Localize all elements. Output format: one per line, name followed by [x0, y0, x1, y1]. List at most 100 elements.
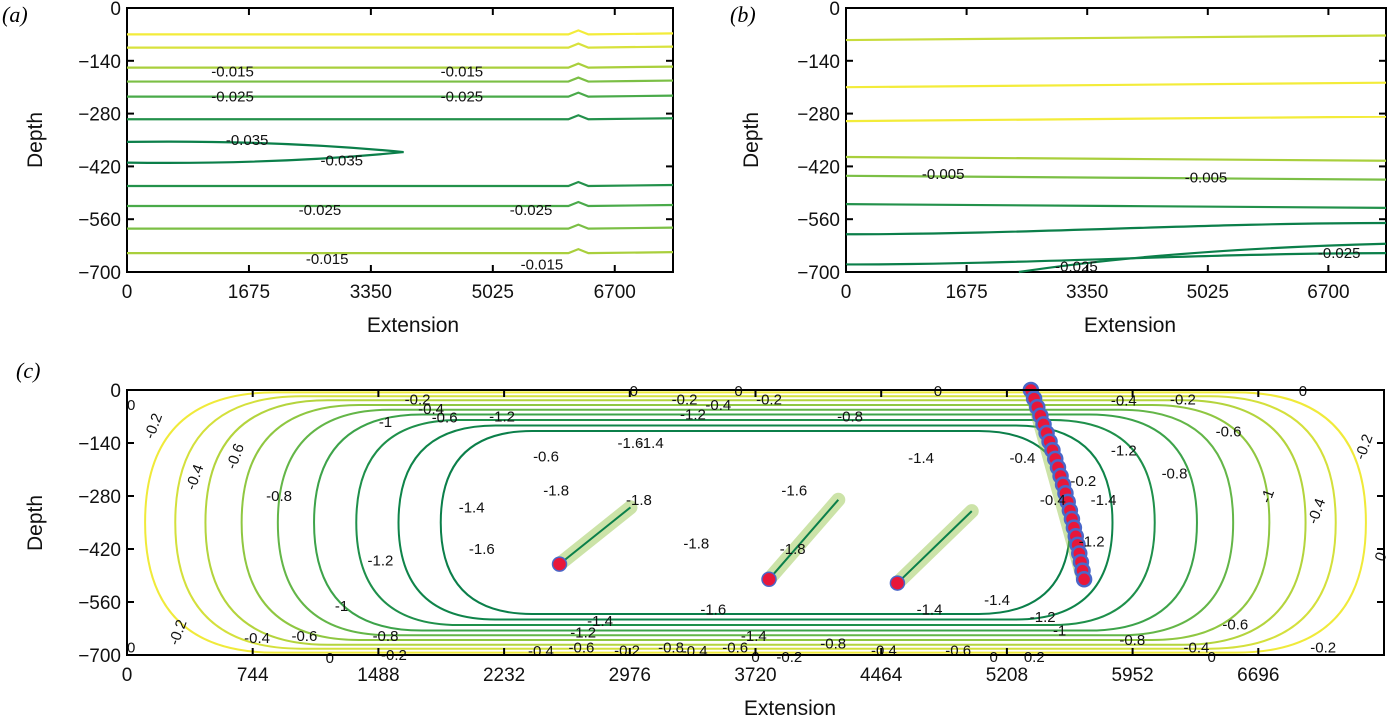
contour-label: -0.2	[756, 391, 782, 408]
x-tick-label: 3350	[1066, 282, 1108, 303]
contour-label: -1.4	[587, 613, 613, 630]
contour-label: 0	[1207, 649, 1215, 666]
y-tick-label: −560	[78, 593, 121, 614]
contour-label: -0.2	[776, 649, 802, 666]
contour-label: -1	[1258, 487, 1279, 505]
panel-c-contours	[144, 391, 1367, 654]
x-tick-label: 6700	[594, 282, 636, 303]
contour-label: -0.8	[658, 639, 684, 656]
contour-label: -1.6	[469, 541, 495, 558]
panel-b-contour-labels: -0.005 -0.005 -0.025 -0.025	[922, 166, 1361, 275]
contour-label: 0	[630, 383, 638, 400]
contour-label: -0.2	[672, 391, 698, 408]
contour-label: -0.2	[405, 391, 431, 408]
y-tick-label: 0	[829, 0, 840, 20]
contour-line	[355, 418, 1156, 627]
panel-a-frame	[126, 7, 674, 273]
panel-a-contours	[126, 29, 674, 255]
y-tick-label: −280	[78, 105, 121, 126]
contour-line	[845, 81, 1387, 89]
x-tick-label: 3720	[734, 665, 776, 686]
contour-label: -1.2	[367, 552, 393, 569]
y-tick-label: −700	[78, 263, 121, 284]
contour-label: -0.6	[569, 639, 595, 656]
contour-line	[127, 247, 674, 255]
contour-label: -1.4	[908, 450, 934, 467]
contour-label: -0.4	[1304, 496, 1329, 526]
panel-c-x-ticks: 0 744 1488 2232 2976 3720 4464 5208 5952 6696	[122, 390, 1279, 686]
contour-line	[276, 408, 1235, 637]
contour-label: -1.4	[638, 435, 664, 452]
contour-label: -0.6	[1216, 424, 1242, 441]
y-tick-label: −280	[78, 487, 121, 508]
well-marker	[1075, 571, 1093, 588]
contour-line	[127, 91, 674, 98]
x-tick-label: 3350	[350, 282, 392, 303]
contour-line	[144, 391, 1367, 654]
y-tick-label: −700	[797, 263, 840, 284]
contour-label: -1.2	[680, 407, 706, 424]
contour-label: -0.025	[211, 89, 254, 106]
contour-label: -0.8	[373, 628, 399, 645]
y-tick-label: −420	[78, 540, 121, 561]
panel-c-y-ticks: 0 −140 −280 −420 −560 −700	[78, 381, 1384, 667]
contour-label: -0.2	[1170, 391, 1196, 408]
contour-label: 0	[1372, 550, 1391, 564]
well-endpoint-marker	[551, 556, 568, 572]
contour-line	[845, 155, 1387, 162]
panel-a-ylabel: Depth	[24, 112, 47, 168]
y-tick-label: −420	[797, 157, 840, 178]
panel-a-y-ticks: 0 −140 −280 −420 −560 −700	[78, 0, 673, 284]
contour-label: 0	[127, 397, 135, 414]
contour-label: -0.4	[1184, 639, 1210, 656]
contour-label: -0.4	[528, 643, 554, 660]
contour-label: -0.8	[820, 636, 846, 653]
contour-line	[127, 42, 674, 49]
contour-label: 0	[934, 383, 942, 400]
x-tick-label: 5208	[986, 665, 1028, 686]
contour-label: -0.8	[1162, 465, 1188, 482]
contour-label: 0.2	[1024, 649, 1045, 666]
contour-label: -0.4	[871, 642, 897, 659]
contour-label: -1	[1053, 622, 1066, 639]
contour-label: -0.015	[441, 63, 484, 80]
contour-label: -0.015	[306, 251, 349, 268]
y-tick-label: −700	[78, 646, 121, 667]
contour-label: -0.6	[945, 642, 971, 659]
y-tick-label: −280	[797, 105, 840, 126]
y-tick-label: −560	[797, 210, 840, 231]
x-tick-label: 5025	[472, 282, 514, 303]
contour-line	[127, 180, 674, 188]
contour-line	[174, 395, 1337, 650]
well-trace	[896, 510, 973, 584]
x-tick-label: 6700	[1307, 282, 1349, 303]
contour-label: 0	[990, 649, 998, 666]
x-tick-label: 6696	[1237, 665, 1279, 686]
x-tick-label: 2976	[609, 665, 651, 686]
contour-label: -1.6	[781, 482, 807, 499]
x-tick-label: 4464	[860, 665, 903, 686]
contour-label: -0.2	[614, 642, 640, 659]
panel-c: (c) 0 0 0 0 -0.2 -0.2 -0.2 -0.2 -0.4 -0.4 -0.4 -0.6…	[16, 358, 1391, 719]
contour-line	[313, 413, 1198, 632]
contour-label: -0.4	[1010, 450, 1036, 467]
contour-label: -1.8	[626, 492, 652, 509]
contour-line	[845, 174, 1387, 181]
panel-c-letter: (c)	[16, 358, 40, 383]
contour-label: -1	[379, 414, 392, 431]
well-trace	[768, 499, 840, 580]
contour-line	[845, 34, 1387, 42]
y-tick-label: −420	[78, 157, 121, 178]
contour-label: -0.6	[1222, 617, 1248, 634]
contour-label: -0.4	[183, 462, 208, 492]
x-tick-label: 0	[122, 282, 133, 303]
contour-line	[127, 62, 674, 69]
panel-a-xlabel: Extension	[367, 314, 459, 337]
contour-label: -0.025	[510, 202, 553, 219]
x-tick-label: 5025	[1187, 282, 1229, 303]
contour-line	[126, 140, 404, 154]
contour-line	[127, 76, 674, 83]
y-tick-label: −140	[78, 52, 121, 73]
x-tick-label: 744	[237, 665, 269, 686]
contour-label: -0.4	[1040, 492, 1066, 509]
